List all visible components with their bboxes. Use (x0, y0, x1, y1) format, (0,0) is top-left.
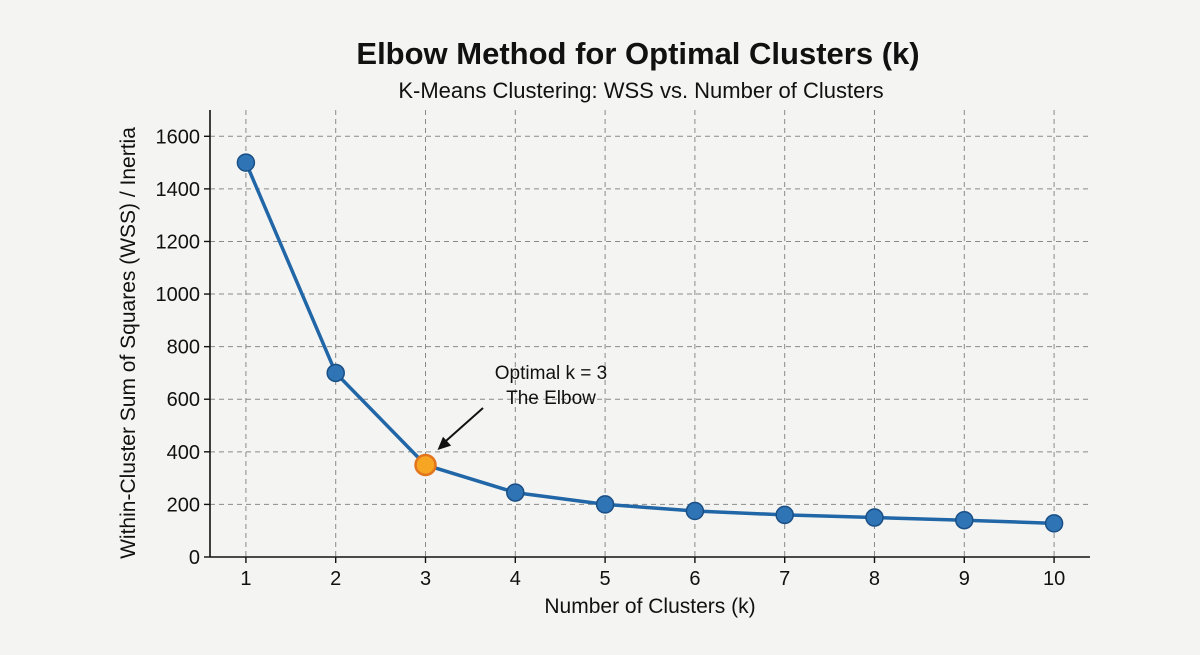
data-point (775, 505, 794, 525)
data-point (236, 153, 256, 172)
annotation-arrow-shaft (441, 407, 484, 445)
data-point (865, 508, 884, 527)
chart-title: Elbow Method for Optimal Clusters (k) (356, 36, 920, 71)
series-line (244, 161, 1055, 526)
annotation-line-2: The Elbow (506, 388, 596, 409)
y-tick-label: 1400 (156, 179, 201, 201)
x-tick-label: 5 (600, 568, 611, 590)
x-tick-label: 4 (510, 568, 521, 590)
y-axis-label: Within-Cluster Sum of Squares (WSS) / In… (117, 127, 140, 559)
data-point (326, 363, 345, 383)
series (236, 153, 1064, 533)
x-tick-label: 7 (779, 568, 790, 590)
y-tick-label: 1600 (156, 126, 201, 148)
data-point (595, 495, 615, 514)
x-tick-label: 6 (689, 568, 700, 590)
data-point (506, 483, 525, 502)
y-tick-label: 1200 (156, 231, 201, 253)
data-point (1044, 514, 1064, 533)
grid (210, 110, 1090, 557)
annotation-arrow-head (437, 436, 452, 450)
elbow-highlight-point (414, 453, 437, 477)
annotation: Optimal k = 3 The Elbow (437, 363, 607, 450)
tick-labels: 1 2 3 4 5 6 7 8 9 10 0 200 400 600 800 1000 1200 1400 1600 (156, 126, 1066, 590)
x-tick-label: 3 (420, 568, 431, 590)
x-tick-label: 8 (869, 568, 880, 590)
y-tick-label: 0 (189, 547, 200, 569)
annotation-line-1: Optimal k = 3 (495, 363, 607, 384)
y-tick-label: 600 (167, 389, 200, 411)
x-tick-label: 2 (330, 568, 341, 590)
x-tick-label: 10 (1043, 568, 1065, 590)
x-axis-label: Number of Clusters (k) (544, 595, 755, 618)
chart-subtitle: K-Means Clustering: WSS vs. Number of Cl… (398, 78, 884, 103)
x-tick-label: 9 (959, 568, 970, 590)
y-tick-label: 400 (167, 442, 200, 464)
data-point (685, 501, 705, 521)
data-point (955, 510, 974, 530)
x-tick-label: 1 (240, 568, 251, 590)
axes (209, 110, 1090, 558)
y-tick-label: 800 (167, 337, 200, 359)
y-tick-label: 200 (167, 494, 200, 516)
y-tick-label: 1000 (156, 284, 201, 306)
